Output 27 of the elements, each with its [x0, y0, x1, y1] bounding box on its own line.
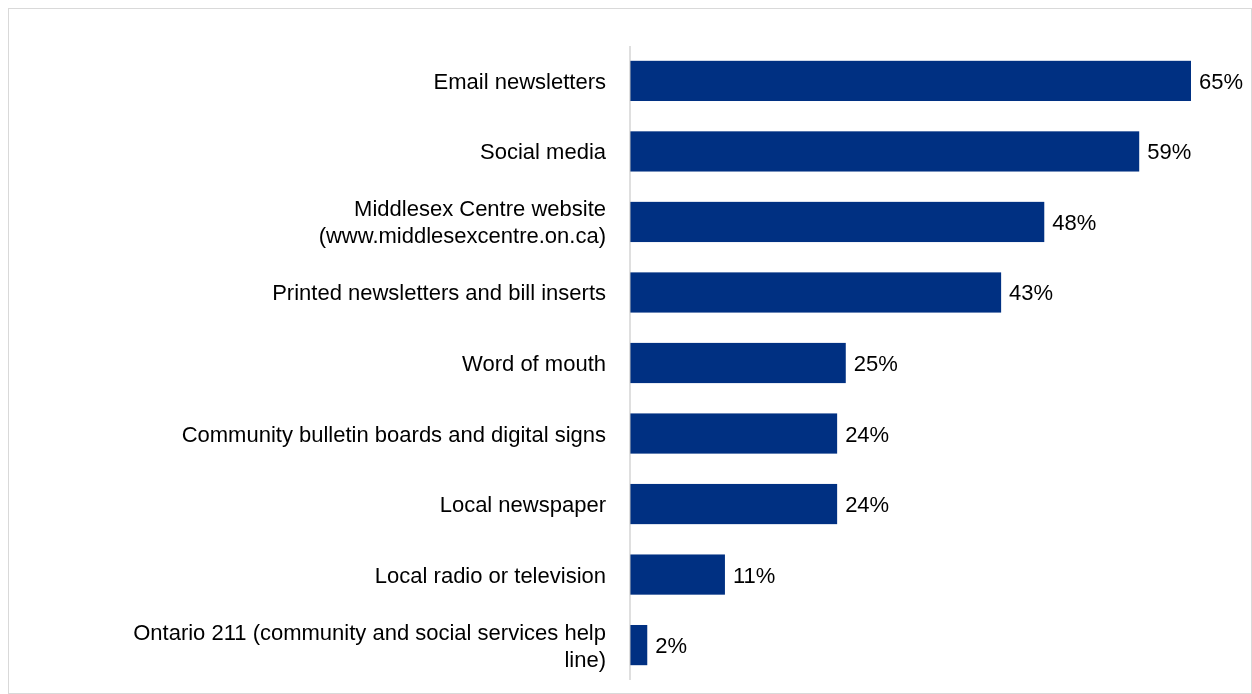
bar [630, 131, 1140, 172]
y-tick-label: Middlesex Centre website (www.middlesexcentre.on.ca) [318, 196, 606, 249]
data-label: 25% [853, 351, 898, 376]
data-label: 48% [1052, 209, 1097, 235]
data-label: 11% [732, 562, 776, 588]
data-label: 59% [1147, 139, 1192, 165]
y-tick-label: Email newsletters [433, 68, 606, 94]
bar [630, 624, 648, 666]
bar [630, 201, 1045, 243]
y-tick-label: Word of mouth [462, 351, 606, 376]
data-label: 2% [655, 633, 688, 659]
bar [630, 60, 1191, 102]
y-tick-label: Printed newsletters and bill inserts [272, 280, 606, 306]
bar [630, 554, 725, 595]
y-tick-label: Local radio or television [374, 562, 606, 588]
bar [630, 413, 838, 454]
bar [630, 272, 1002, 313]
data-label: 24% [845, 492, 890, 518]
y-tick-label: Social media [480, 139, 607, 165]
y-tick-label: Local newspaper [439, 492, 606, 518]
y-tick-label: Community bulletin boards and digital signs [181, 421, 606, 447]
data-label: 43% [1009, 280, 1054, 306]
bar [630, 483, 838, 525]
bar [630, 342, 846, 384]
y-tick-label: Ontario 211 (community and social services help line) [133, 619, 606, 672]
data-label: 65% [1199, 68, 1244, 94]
data-label: 24% [845, 421, 890, 447]
